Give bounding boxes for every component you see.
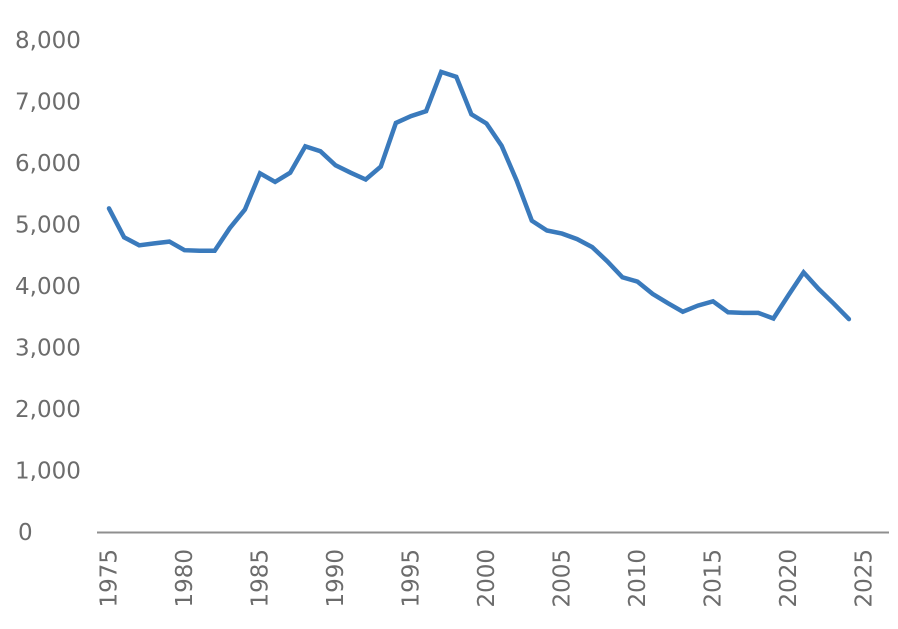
y-axis-tick-label: 1,000 xyxy=(15,459,81,485)
x-axis-tick-label: 1975 xyxy=(96,549,122,608)
y-axis-tick-label: 7,000 xyxy=(15,90,81,116)
x-axis-tick-label: 2020 xyxy=(776,549,802,608)
y-axis-tick-label: 8,000 xyxy=(15,28,81,54)
x-axis-tick-label: 2010 xyxy=(625,549,651,608)
y-axis-tick-label: 4,000 xyxy=(15,274,81,300)
x-axis-tick-label: 2005 xyxy=(549,549,575,608)
x-axis-tick-label: 2000 xyxy=(474,549,500,608)
data-line-series xyxy=(106,69,852,322)
y-axis-tick-label: 0 xyxy=(18,520,33,546)
y-axis-tick-label: 5,000 xyxy=(15,213,81,239)
y-axis-tick-label: 2,000 xyxy=(15,397,81,423)
x-axis-tick-label: 1990 xyxy=(323,549,349,608)
x-axis-tick-label: 2015 xyxy=(700,549,726,608)
x-axis-tick-label: 2025 xyxy=(851,549,877,608)
y-axis-tick-label: 6,000 xyxy=(15,151,81,177)
y-axis-tick-label: 3,000 xyxy=(15,336,81,362)
x-axis-tick-label: 1985 xyxy=(247,549,273,608)
x-axis-tick-label: 1980 xyxy=(172,549,198,608)
x-axis-tick-label: 1995 xyxy=(398,549,424,608)
